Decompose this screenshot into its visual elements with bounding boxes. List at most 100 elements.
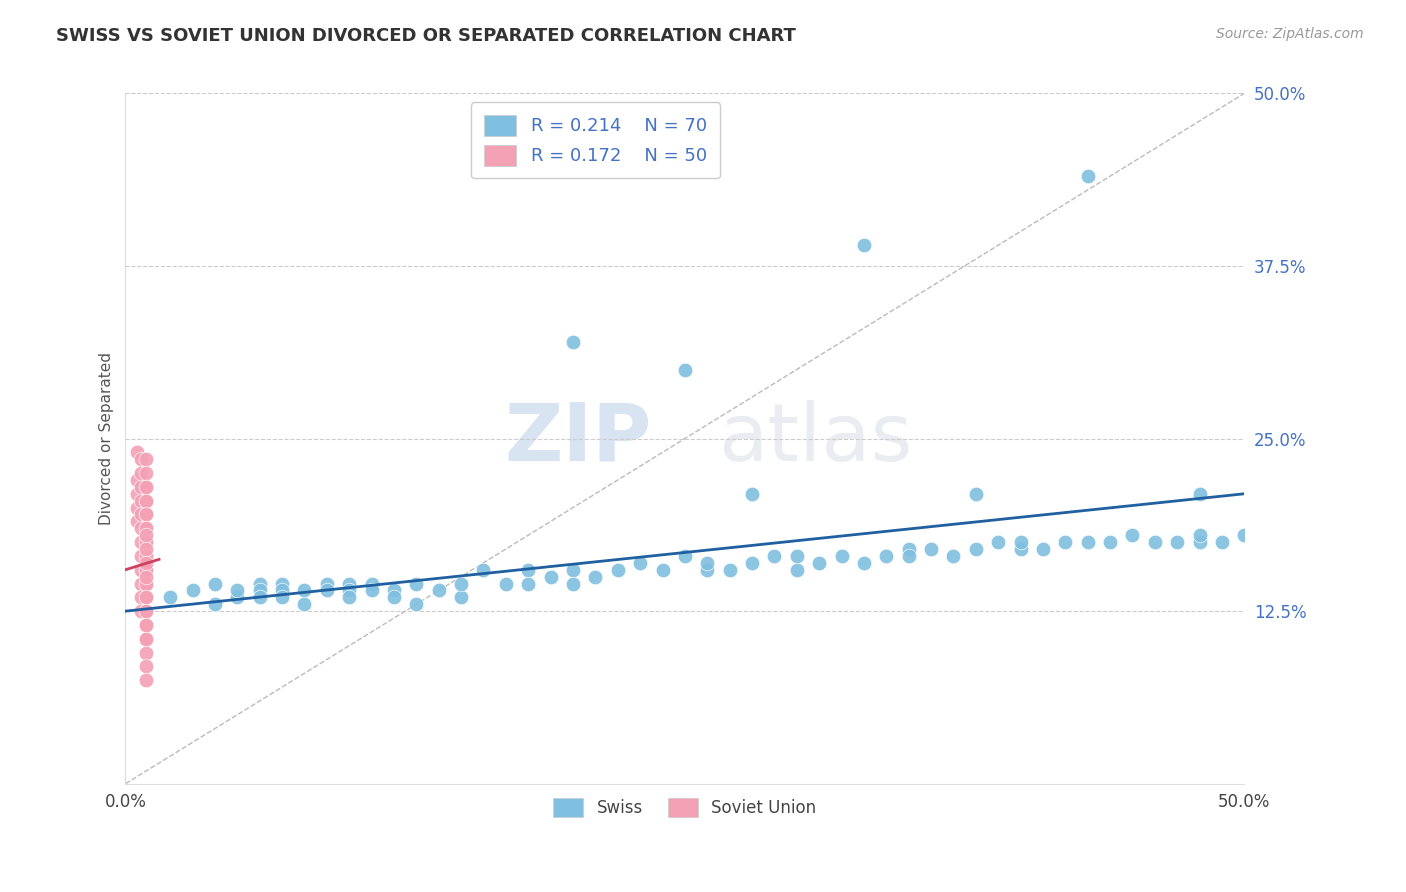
Point [129,480,152,494]
Point [125,515,148,529]
Point [337,583,360,598]
Point [249,583,271,598]
Point [852,238,875,252]
Point [129,493,152,508]
Point [226,583,249,598]
Point [673,362,696,376]
Point [1143,535,1166,549]
Point [135,604,157,618]
Point [741,556,763,570]
Point [472,563,495,577]
Point [135,528,157,542]
Point [405,597,427,611]
Point [1188,528,1211,542]
Point [540,569,562,583]
Point [135,632,157,646]
Point [159,591,181,605]
Point [1188,487,1211,501]
Point [583,569,606,583]
Point [204,597,226,611]
Point [382,583,405,598]
Point [135,618,157,632]
Point [763,549,786,563]
Point [1098,535,1121,549]
Point [696,563,718,577]
Point [517,576,540,591]
Point [1211,535,1233,549]
Point [135,508,157,522]
Point [135,480,157,494]
Point [129,508,152,522]
Point [135,541,157,556]
Point [337,591,360,605]
Point [1233,528,1256,542]
Point [129,563,152,577]
Point [135,569,157,583]
Point [135,493,157,508]
Point [1166,535,1188,549]
Point [249,576,271,591]
Point [942,549,965,563]
Point [135,591,157,605]
Point [786,549,808,563]
Point [786,563,808,577]
Point [135,535,157,549]
Point [129,591,152,605]
Point [315,576,337,591]
Point [135,632,157,646]
Point [135,576,157,591]
Point [135,591,157,605]
Point [135,556,157,570]
Point [135,618,157,632]
Point [1077,169,1099,184]
Point [129,521,152,535]
Point [808,556,831,570]
Y-axis label: Divorced or Separated: Divorced or Separated [100,352,114,525]
Legend: Swiss, Soviet Union: Swiss, Soviet Union [547,791,823,823]
Point [129,466,152,480]
Point [382,591,405,605]
Point [1121,528,1143,542]
Point [271,591,294,605]
Point [1077,535,1099,549]
Point [135,549,157,563]
Point [405,576,427,591]
Point [129,535,152,549]
Point [135,646,157,660]
Point [129,604,152,618]
Point [125,445,148,459]
Point [135,563,157,577]
Point [831,549,853,563]
Point [606,563,628,577]
Point [562,334,585,349]
Point [135,521,157,535]
Text: atlas: atlas [718,400,912,477]
Point [897,549,920,563]
Point [450,576,472,591]
Point [1032,541,1054,556]
Point [337,576,360,591]
Point [920,541,942,556]
Point [628,556,651,570]
Point [204,576,226,591]
Text: ZIP: ZIP [505,400,651,477]
Point [226,591,249,605]
Point [249,591,271,605]
Point [562,576,585,591]
Text: SWISS VS SOVIET UNION DIVORCED OR SEPARATED CORRELATION CHART: SWISS VS SOVIET UNION DIVORCED OR SEPARA… [56,27,796,45]
Point [360,576,382,591]
Point [135,466,157,480]
Point [1010,535,1032,549]
Point [360,583,382,598]
Point [294,597,316,611]
Point [135,659,157,673]
Point [562,563,585,577]
Point [135,480,157,494]
Point [135,452,157,467]
Point [135,563,157,577]
Point [129,452,152,467]
Point [875,549,897,563]
Point [135,521,157,535]
Point [965,487,987,501]
Point [135,493,157,508]
